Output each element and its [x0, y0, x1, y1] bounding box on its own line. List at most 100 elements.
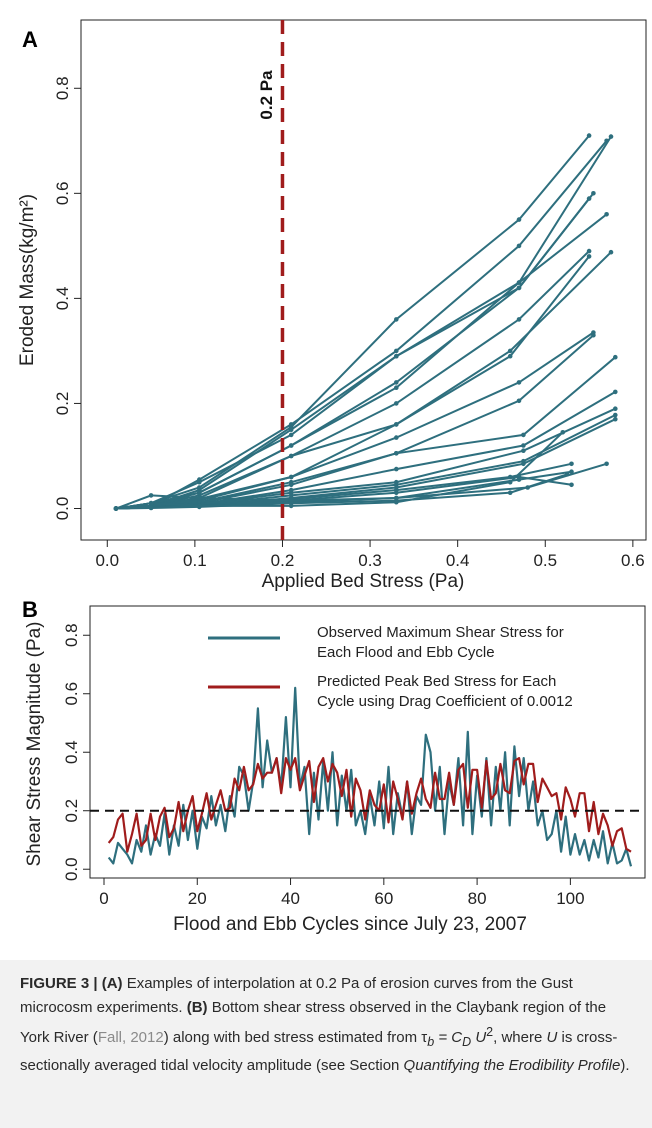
- caption-b-text-5: ).: [620, 1057, 630, 1074]
- caption-reference-link[interactable]: Fall, 2012: [97, 1029, 164, 1046]
- caption-section-link[interactable]: Quantifying the Erodibility Profile: [403, 1057, 621, 1074]
- caption-b-tag: (B): [186, 999, 208, 1016]
- legend-label-observed: Observed Maximum Shear Stress for Each F…: [317, 624, 568, 661]
- caption-b-text: Bottom shear stress observed in the Clay…: [20, 999, 607, 1046]
- erosion-point-1-6: [516, 217, 522, 222]
- panel-b-x-axis-label: Flood and Ebb Cycles since July 23, 2007: [173, 914, 527, 935]
- erosion-point-21-4: [288, 498, 294, 503]
- panel-a-x-axis-label: Applied Bed Stress (Pa): [262, 571, 465, 592]
- erosion-point-12-6: [521, 432, 526, 438]
- erosion-point-9-6: [507, 353, 513, 359]
- erosion-point-8-6: [507, 348, 513, 354]
- caption-b-text-3: , where: [493, 1029, 547, 1046]
- erosion-point-9-7: [586, 254, 592, 259]
- panel-b-axes: 0 20 40 60 80 100 0.0 0.2 0.4 0.6 0.8: [62, 623, 585, 908]
- erosion-point-22-5: [394, 499, 399, 505]
- erosion-point-22-2: [148, 500, 154, 506]
- erosion-point-20-6: [507, 490, 513, 496]
- caption-label: FIGURE 3 |: [20, 975, 102, 992]
- erosion-point-3-4: [288, 432, 294, 438]
- panel-a-x-tick-label: 0.6: [621, 551, 645, 570]
- erosion-point-22-3: [197, 503, 202, 509]
- erosion-point-16-7: [613, 416, 618, 422]
- panel-a-x-tick-label: 0.3: [358, 551, 382, 570]
- erosion-point-14-6: [521, 448, 526, 454]
- erosion-point-18-7: [569, 482, 574, 488]
- erosion-point-2-6: [516, 243, 522, 249]
- erosion-point-21-7: [569, 469, 574, 475]
- erosion-point-12-4: [288, 482, 294, 488]
- erosion-point-12-5: [394, 451, 399, 456]
- panel-a-x-tick-label: 0.0: [95, 551, 119, 570]
- erosion-point-12-7: [613, 354, 618, 360]
- erosion-point-17-7: [569, 461, 574, 467]
- erosion-point-11-6: [516, 398, 522, 404]
- erosion-point-15-7: [613, 412, 618, 418]
- panel-a-y-tick-label: 0.2: [53, 392, 72, 416]
- panel-b-marks: [90, 686, 645, 867]
- legend: Observed Maximum Shear Stress for Each F…: [208, 624, 573, 710]
- caption-sup-2: 2: [486, 1025, 494, 1039]
- panel-b-x-tick-label: 80: [468, 889, 487, 908]
- panel-a-y-tick-label: 0.4: [53, 287, 72, 311]
- figure-caption: FIGURE 3 | (A) Examples of interpolation…: [0, 960, 652, 1128]
- erosion-point-10-5: [394, 435, 399, 440]
- erosion-point-14-7: [613, 406, 618, 412]
- erosion-point-3-7: [608, 134, 614, 139]
- erosion-point-13-5: [394, 466, 399, 472]
- panel-a-x-tick-label: 0.4: [446, 551, 470, 570]
- caption-sub-d: D: [462, 1035, 472, 1049]
- legend-label-predicted: Predicted Peak Bed Stress for Each Cycle…: [317, 673, 573, 710]
- panel-b-plot-frame: [89, 605, 646, 879]
- panel-a-x-tick-label: 0.5: [533, 551, 557, 570]
- caption-eq-u: U: [471, 1029, 487, 1046]
- erosion-point-5-5: [394, 380, 399, 385]
- panel-a-marks: [113, 20, 618, 540]
- erosion-point-10-4: [288, 474, 294, 480]
- caption-sub-b: b: [427, 1035, 435, 1049]
- panel-b-y-tick-label: 0.8: [62, 623, 81, 647]
- erosion-point-1-5: [394, 317, 399, 322]
- erosion-point-21-5: [394, 495, 399, 501]
- caption-u-var: U: [546, 1029, 558, 1046]
- erosion-point-4-4: [288, 427, 294, 433]
- predicted-stress-line: [107, 756, 632, 853]
- erosion-point-7-7: [586, 248, 592, 254]
- erosion-point-22-7: [560, 430, 566, 435]
- panel-a-y-axis-label: Eroded Mass(kg/m²): [17, 194, 38, 366]
- caption-b-text-2: ) along with bed stress estimated from τ: [163, 1029, 428, 1046]
- panel-b: B 0 20 40 60 80 100 0.0 0.2 0.4 0.6 0.8 Flood and …: [22, 597, 646, 935]
- panel-a: A 0.0 0.1 0.2 0.3 0.4 0.5 0.6 0.0 0.2 0.4 0.6 0.8 A…: [17, 19, 647, 592]
- panel-a-x-tick-label: 0.2: [271, 551, 295, 570]
- panel-a-x-tick-label: 0.1: [183, 551, 207, 570]
- panel-b-y-tick-label: 0.0: [62, 857, 81, 881]
- erosion-point-1-7: [586, 133, 592, 138]
- erosion-point-13-7: [613, 389, 618, 395]
- erosion-point-2-5: [394, 348, 399, 354]
- erosion-point-5-7: [586, 196, 592, 201]
- panel-a-y-tick-label: 0.0: [53, 497, 72, 521]
- erosion-point-6-7: [604, 212, 609, 217]
- erosion-point-18-5: [394, 490, 399, 496]
- erosion-point-10-6: [516, 380, 522, 385]
- erosion-point-19-7: [604, 461, 609, 467]
- erosion-point-21-3: [197, 495, 202, 501]
- caption-a-tag: (A): [101, 975, 123, 992]
- erosion-point-21-6: [516, 477, 522, 482]
- panel-b-x-tick-label: 40: [281, 889, 300, 908]
- panel-a-letter: A: [22, 27, 38, 52]
- figure: A 0.0 0.1 0.2 0.3 0.4 0.5 0.6 0.0 0.2 0.4 0.6 0.8 A…: [17, 19, 647, 935]
- caption-eq-mid: = C: [434, 1029, 463, 1046]
- panel-a-axes: 0.0 0.1 0.2 0.3 0.4 0.5 0.6 0.0 0.2 0.4 0.6 0.8: [53, 76, 645, 570]
- erosion-point-7-6: [516, 317, 522, 322]
- caption-b-text-4: is cross-sectionally averaged tidal velo…: [20, 1029, 618, 1074]
- panel-a-y-tick-label: 0.6: [53, 182, 72, 206]
- panel-b-x-tick-label: 100: [556, 889, 584, 908]
- erosion-point-8-4: [288, 453, 294, 459]
- erosion-point-20-2: [148, 505, 154, 511]
- erosion-point-13-6: [521, 443, 526, 448]
- erosion-point-22-1: [113, 506, 119, 511]
- erosion-point-6-5: [394, 385, 399, 391]
- erosion-curve-2: [115, 140, 608, 510]
- observed-stress-line: [107, 686, 633, 867]
